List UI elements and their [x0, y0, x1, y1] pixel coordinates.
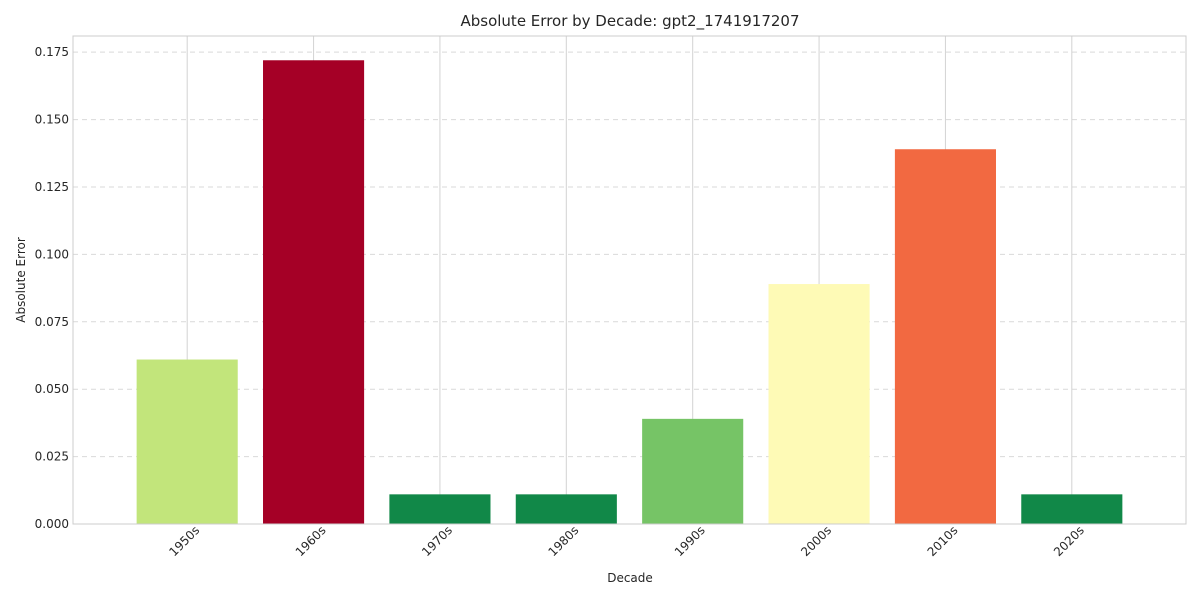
y-tick-label: 0.025	[35, 450, 69, 464]
x-axis-label: Decade	[607, 571, 653, 585]
x-axis-ticks: 1950s 1960s 1970s 1980s 1990s 2000s 2010s 2020s	[166, 523, 1087, 559]
y-tick-label: 0.150	[35, 113, 69, 127]
y-tick-label: 0.175	[35, 45, 69, 59]
x-tick-label: 2020s	[1051, 523, 1087, 559]
bar-1960s	[263, 60, 365, 524]
bar-1970s	[389, 494, 491, 524]
x-tick-label: 1970s	[419, 523, 455, 559]
x-tick-label: 2010s	[925, 523, 961, 559]
bar-1990s	[642, 418, 744, 524]
y-tick-label: 0.075	[35, 315, 69, 329]
plot-frame	[72, 35, 1187, 525]
bar-2010s	[894, 149, 996, 525]
x-tick-label: 1950s	[166, 523, 202, 559]
x-tick-label: 1990s	[672, 523, 708, 559]
grid	[73, 36, 1186, 524]
chart-title: Absolute Error by Decade: gpt2_174191720…	[460, 12, 799, 31]
y-tick-label: 0.125	[35, 180, 69, 194]
y-tick-label: 0.000	[35, 517, 69, 531]
y-axis-ticks: 0.000 0.025 0.050 0.075 0.100 0.125 0.150 0.175	[35, 45, 69, 531]
bars	[136, 60, 1123, 525]
x-tick-label: 2000s	[798, 523, 834, 559]
x-tick-label: 1980s	[546, 523, 582, 559]
y-tick-label: 0.050	[35, 382, 69, 396]
bar-2020s	[1021, 494, 1123, 524]
y-axis-label: Absolute Error	[14, 237, 28, 323]
bar-1950s	[136, 359, 238, 524]
x-tick-label: 1960s	[293, 523, 329, 559]
bar-2000s	[768, 284, 870, 524]
bar-1980s	[515, 494, 617, 524]
y-tick-label: 0.100	[35, 247, 69, 261]
